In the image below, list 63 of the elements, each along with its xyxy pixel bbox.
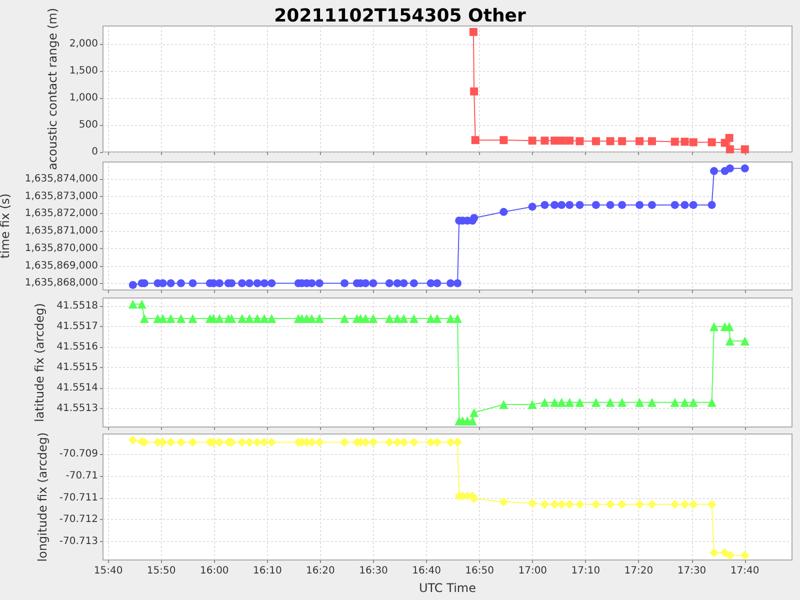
point — [606, 137, 614, 146]
x-tick-label: 16:10 — [253, 566, 282, 576]
y-tick-label: 1,635,870,000 — [24, 242, 98, 254]
y-axis-title: latitude fix (arcdeg) — [32, 303, 47, 422]
point — [471, 136, 480, 144]
y-tick-label: 1,635,872,000 — [24, 208, 98, 220]
y-tick-label: 1,000 — [69, 92, 98, 104]
x-tick-label: 16:30 — [359, 566, 388, 576]
y-tick-label: -70.711 — [59, 492, 98, 504]
y-axis-title: time fix (s) — [0, 193, 12, 259]
y-tick-label: 2,000 — [69, 38, 98, 50]
point — [648, 137, 656, 146]
x-tick-label: 17:20 — [624, 566, 654, 576]
x-tick-label: 16:50 — [465, 566, 494, 576]
y-tick-label: -70.71 — [66, 470, 98, 482]
y-tick-label: 1,635,874,000 — [24, 173, 98, 184]
point — [740, 145, 749, 154]
point — [689, 138, 698, 146]
point — [576, 137, 584, 146]
point — [470, 87, 478, 96]
y-tick-label: 1,635,869,000 — [24, 260, 98, 272]
y-axis-title: longitude fix (arcdeg) — [36, 432, 50, 562]
point — [618, 137, 626, 146]
y-tick-label: -70.709 — [59, 448, 98, 460]
x-axis-title: UTC Time — [419, 581, 476, 595]
y-tick-label: 500 — [78, 119, 98, 130]
x-tick-label: 17:00 — [518, 566, 548, 576]
x-tick-label: 16:00 — [200, 566, 229, 576]
x-tick-label: 15:40 — [94, 566, 123, 576]
y-tick-label: 41.5517 — [56, 321, 98, 332]
point — [566, 136, 574, 145]
x-tick-label: 15:50 — [146, 566, 176, 576]
point — [680, 138, 689, 146]
point — [540, 136, 549, 145]
y-tick-label: 41.5515 — [56, 362, 98, 374]
x-tick-label: 17:40 — [730, 566, 760, 576]
y-tick-label: 41.5518 — [56, 300, 98, 312]
point — [708, 138, 716, 146]
point — [726, 145, 734, 154]
point — [528, 136, 536, 145]
y-tick-label: -70.713 — [59, 536, 98, 547]
x-tick-label: 17:10 — [571, 566, 600, 576]
x-tick-label: 17:30 — [677, 566, 706, 576]
y-tick-label: 1,500 — [69, 65, 98, 76]
y-tick-label: -70.712 — [59, 514, 98, 526]
point — [670, 138, 679, 146]
x-tick-label: 16:40 — [412, 566, 441, 576]
x-tick-label: 16:20 — [306, 566, 335, 576]
point — [725, 134, 734, 142]
y-tick-label: 41.5513 — [56, 403, 98, 414]
point — [636, 137, 644, 146]
chart-title: 20211102T154305 Other — [274, 6, 526, 26]
y-tick-label: 1,635,868,000 — [24, 278, 98, 289]
point — [592, 137, 600, 146]
y-tick-label: 41.5516 — [56, 342, 98, 353]
point — [469, 28, 478, 36]
point — [500, 136, 508, 144]
y-tick-label: 1,635,871,000 — [24, 226, 98, 237]
y-tick-label: 1,635,873,000 — [24, 190, 98, 202]
point — [558, 136, 566, 145]
y-tick-label: 0 — [92, 146, 98, 158]
y-tick-label: 41.5514 — [56, 382, 98, 394]
y-axis-title: acoustic contact range (m) — [45, 8, 60, 170]
